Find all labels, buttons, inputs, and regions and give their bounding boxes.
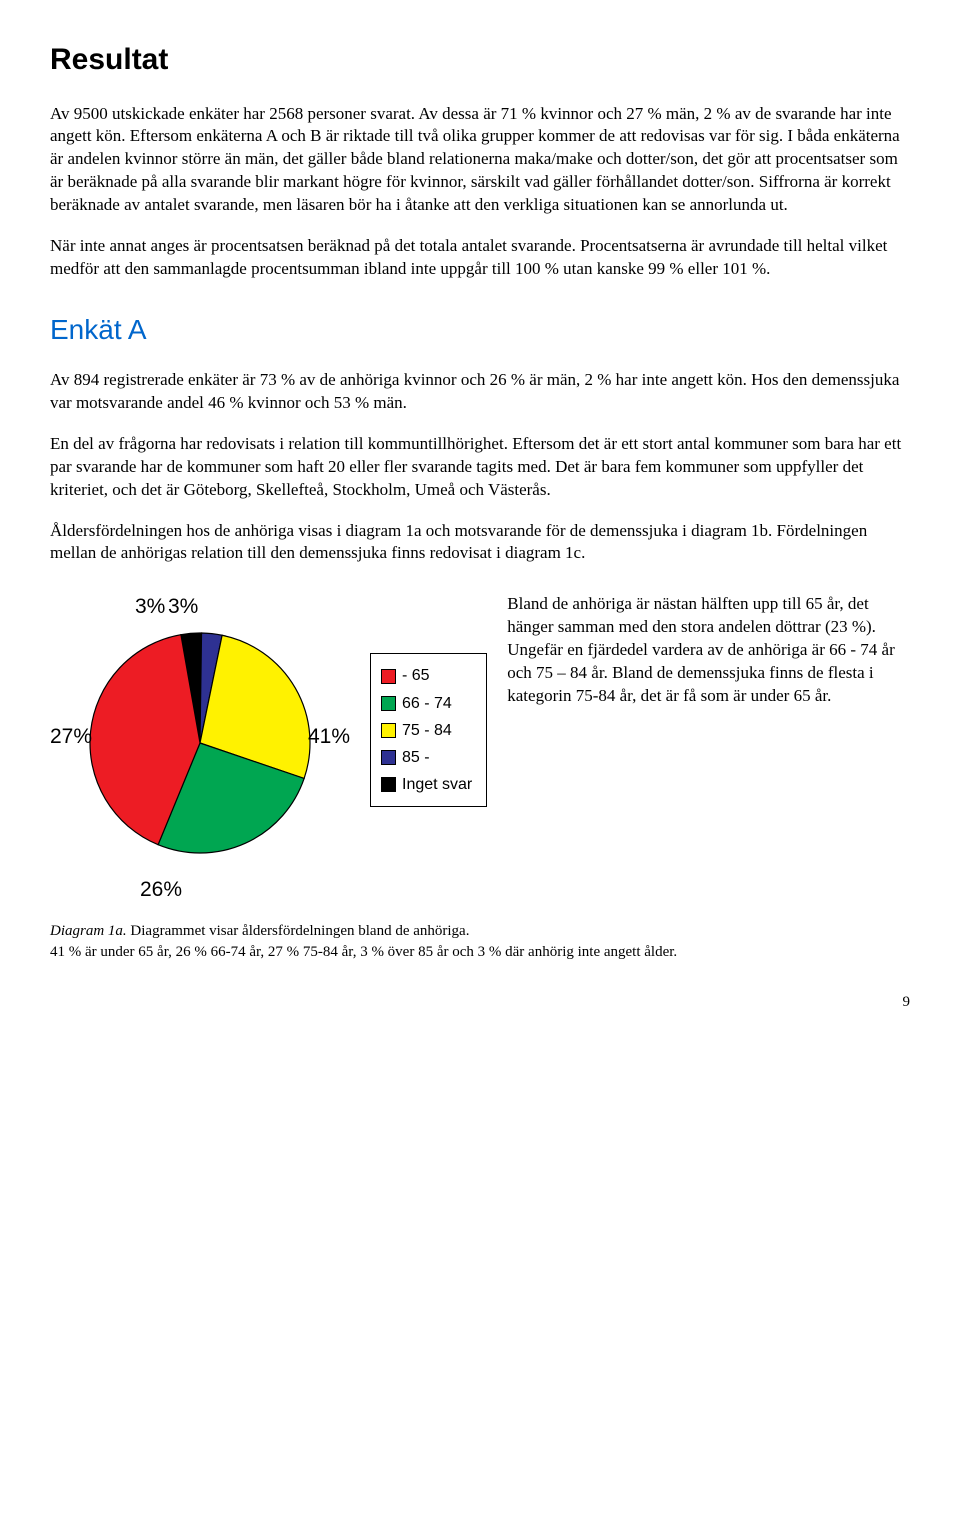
caption-line1: Diagrammet visar åldersfördelningen blan… [127,923,470,939]
heading-resultat: Resultat [50,40,910,81]
legend-label: 75 - 84 [402,717,452,744]
legend-label: - 65 [402,662,430,689]
pct-label-26: 26% [140,876,182,904]
legend-swatch [381,669,396,684]
pct-label-3a: 3% [135,593,165,621]
pct-label-3b: 3% [168,593,198,621]
legend-swatch [381,723,396,738]
legend-item: 85 - [381,744,472,771]
paragraph-3: Av 894 registrerade enkäter är 73 % av d… [50,369,910,415]
legend-label: 66 - 74 [402,690,452,717]
pie-chart: 3% 3% 41% 26% 27% [50,583,350,903]
paragraph-4: En del av frågorna har redovisats i rela… [50,433,910,502]
diagram-caption: Diagram 1a. Diagrammet visar åldersförde… [50,921,910,962]
pct-label-41: 41% [308,723,350,751]
legend-item: 66 - 74 [381,690,472,717]
page-number: 9 [50,992,910,1012]
legend-item: Inget svar [381,771,472,798]
legend: - 6566 - 7475 - 8485 -Inget svar [370,653,487,807]
paragraph-1: Av 9500 utskickade enkäter har 2568 pers… [50,103,910,218]
legend-swatch [381,777,396,792]
caption-title: Diagram 1a. [50,923,127,939]
legend-label: 85 - [402,744,430,771]
pie-svg [50,583,350,903]
pct-label-27: 27% [50,723,92,751]
caption-line2: 41 % är under 65 år, 26 % 66-74 år, 27 %… [50,944,677,960]
legend-swatch [381,750,396,765]
legend-swatch [381,696,396,711]
legend-item: - 65 [381,662,472,689]
paragraph-2: När inte annat anges är procentsatsen be… [50,235,910,281]
legend-item: 75 - 84 [381,717,472,744]
side-paragraph: Bland de anhöriga är nästan hälften upp … [507,593,910,708]
legend-label: Inget svar [402,771,472,798]
paragraph-5: Åldersfördelningen hos de anhöriga visas… [50,520,910,566]
heading-enkat-a: Enkät A [50,311,910,349]
chart-row: 3% 3% 41% 26% 27% - 6566 - 7475 - 8485 -… [50,583,910,903]
